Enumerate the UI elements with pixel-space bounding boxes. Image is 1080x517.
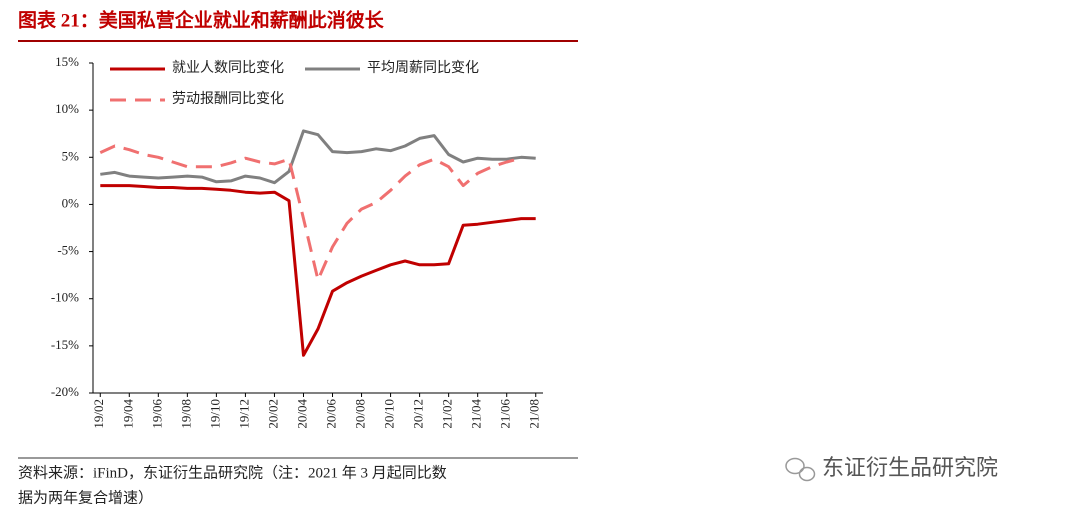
x-tick-label: 19/06 bbox=[149, 399, 164, 429]
x-tick-label: 20/10 bbox=[382, 399, 397, 429]
x-tick-label: 19/08 bbox=[178, 399, 193, 429]
y-tick-label: 0% bbox=[62, 195, 80, 210]
y-tick-label: -10% bbox=[51, 290, 79, 305]
x-tick-label: 19/10 bbox=[207, 399, 222, 429]
x-tick-label: 21/02 bbox=[440, 399, 455, 429]
x-tick-label: 20/04 bbox=[294, 399, 309, 429]
legend-label: 劳动报酬同比变化 bbox=[172, 91, 284, 107]
series-line bbox=[99, 144, 522, 282]
x-tick-label: 19/12 bbox=[236, 399, 251, 429]
y-tick-label: -20% bbox=[51, 384, 79, 399]
x-tick-label: 19/02 bbox=[91, 399, 106, 429]
y-tick-label: -15% bbox=[51, 337, 79, 352]
series-line bbox=[100, 184, 536, 357]
series-line bbox=[100, 129, 536, 185]
source-text: 资料来源：iFinD，东证衍生品研究院（注：2021 年 3 月起同比数 bbox=[18, 463, 447, 481]
wechat-icon bbox=[785, 457, 816, 482]
legend-label: 就业人数同比变化 bbox=[172, 60, 284, 76]
x-tick-label: 20/12 bbox=[411, 399, 426, 429]
x-tick-label: 21/08 bbox=[527, 399, 542, 429]
y-tick-label: 10% bbox=[55, 101, 79, 116]
y-tick-label: -5% bbox=[57, 243, 79, 258]
x-tick-label: 21/04 bbox=[469, 399, 484, 429]
x-tick-label: 21/06 bbox=[498, 399, 513, 429]
x-tick-label: 20/02 bbox=[265, 399, 280, 429]
x-tick-label: 20/06 bbox=[324, 399, 339, 429]
watermark: 东证衍生品研究院 bbox=[822, 456, 998, 481]
y-tick-label: 5% bbox=[62, 148, 80, 163]
y-tick-label: 15% bbox=[55, 54, 79, 69]
x-tick-label: 19/04 bbox=[120, 399, 135, 429]
x-tick-label: 20/08 bbox=[353, 399, 368, 429]
source-text: 据为两年复合增速） bbox=[18, 488, 153, 506]
legend-label: 平均周薪同比变化 bbox=[367, 60, 479, 76]
chart-title: 图表 21：美国私营企业就业和薪酬此消彼长 bbox=[18, 8, 385, 31]
